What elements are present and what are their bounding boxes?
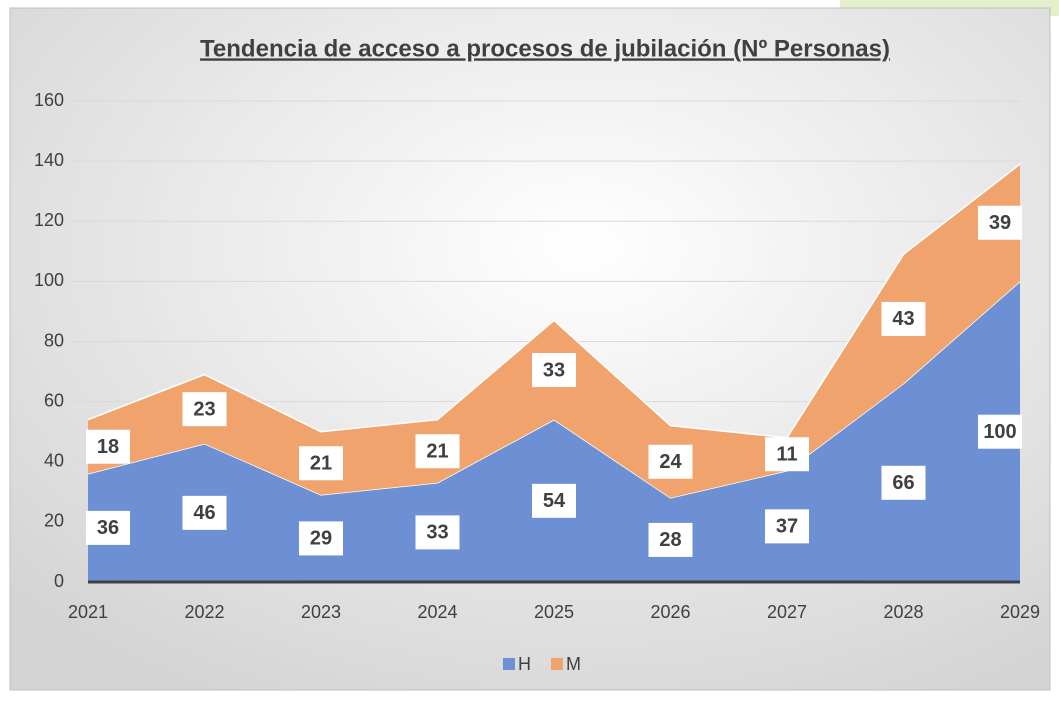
- data-label-box: [648, 522, 693, 557]
- data-label-box: [881, 465, 926, 500]
- data-label: 21: [310, 453, 332, 475]
- data-label: 100: [983, 421, 1016, 443]
- x-tick-label: 2022: [184, 602, 224, 622]
- data-label-box: [182, 495, 227, 530]
- area-edge: [87, 163, 1021, 439]
- data-label: 28: [659, 529, 681, 551]
- y-tick-label: 160: [34, 90, 64, 110]
- data-label-box: [978, 205, 1022, 240]
- data-label: 54: [543, 490, 566, 512]
- data-label-box: [415, 434, 460, 469]
- data-label-box: [415, 515, 460, 550]
- data-label: 33: [543, 359, 565, 381]
- data-label: 33: [426, 522, 448, 544]
- data-label: 43: [892, 308, 914, 330]
- data-label: 37: [776, 516, 798, 538]
- y-tick-label: 60: [44, 390, 64, 410]
- x-tick-label: 2025: [534, 602, 574, 622]
- legend-swatch: [503, 658, 515, 670]
- legend-swatch: [551, 658, 563, 670]
- data-label-box: [978, 414, 1022, 449]
- x-tick-label: 2027: [767, 602, 807, 622]
- data-label-box: [532, 483, 576, 518]
- data-label: 46: [193, 502, 215, 524]
- x-tick-label: 2026: [650, 602, 690, 622]
- data-label-box: [881, 301, 926, 336]
- y-tick-label: 0: [54, 571, 64, 591]
- data-label: 21: [426, 441, 448, 463]
- data-label: 18: [97, 436, 119, 458]
- data-label: 66: [892, 472, 914, 494]
- legend-label: H: [518, 654, 531, 674]
- y-tick-label: 100: [34, 270, 64, 290]
- data-label-box: [182, 392, 227, 427]
- data-label-box: [532, 353, 576, 388]
- area: [88, 164, 1020, 498]
- data-label-box: [648, 444, 693, 479]
- data-label: 11: [776, 444, 797, 466]
- data-label: 24: [659, 451, 682, 473]
- x-tick-label: 2029: [1000, 602, 1040, 622]
- y-tick-label: 120: [34, 210, 64, 230]
- data-label: 29: [310, 528, 332, 550]
- data-label-box: [765, 509, 809, 544]
- y-tick-label: 140: [34, 150, 64, 170]
- data-label-box: [765, 437, 809, 472]
- y-tick-label: 40: [44, 451, 64, 471]
- chart-title: Tendencia de acceso a procesos de jubila…: [200, 35, 890, 62]
- data-label: 36: [97, 517, 119, 539]
- x-tick-label: 2023: [301, 602, 341, 622]
- y-tick-label: 80: [44, 330, 64, 350]
- data-label: 23: [193, 398, 215, 420]
- data-label-box: [86, 429, 130, 464]
- x-tick-label: 2021: [68, 602, 108, 622]
- legend-label: M: [566, 654, 581, 674]
- data-label-box: [86, 510, 130, 545]
- data-label: 39: [989, 212, 1011, 234]
- x-tick-label: 2028: [883, 602, 923, 622]
- area: [88, 281, 1020, 582]
- data-label-box: [299, 446, 343, 481]
- data-label-box: [299, 521, 343, 556]
- y-tick-label: 20: [44, 511, 64, 531]
- x-tick-label: 2024: [417, 602, 457, 622]
